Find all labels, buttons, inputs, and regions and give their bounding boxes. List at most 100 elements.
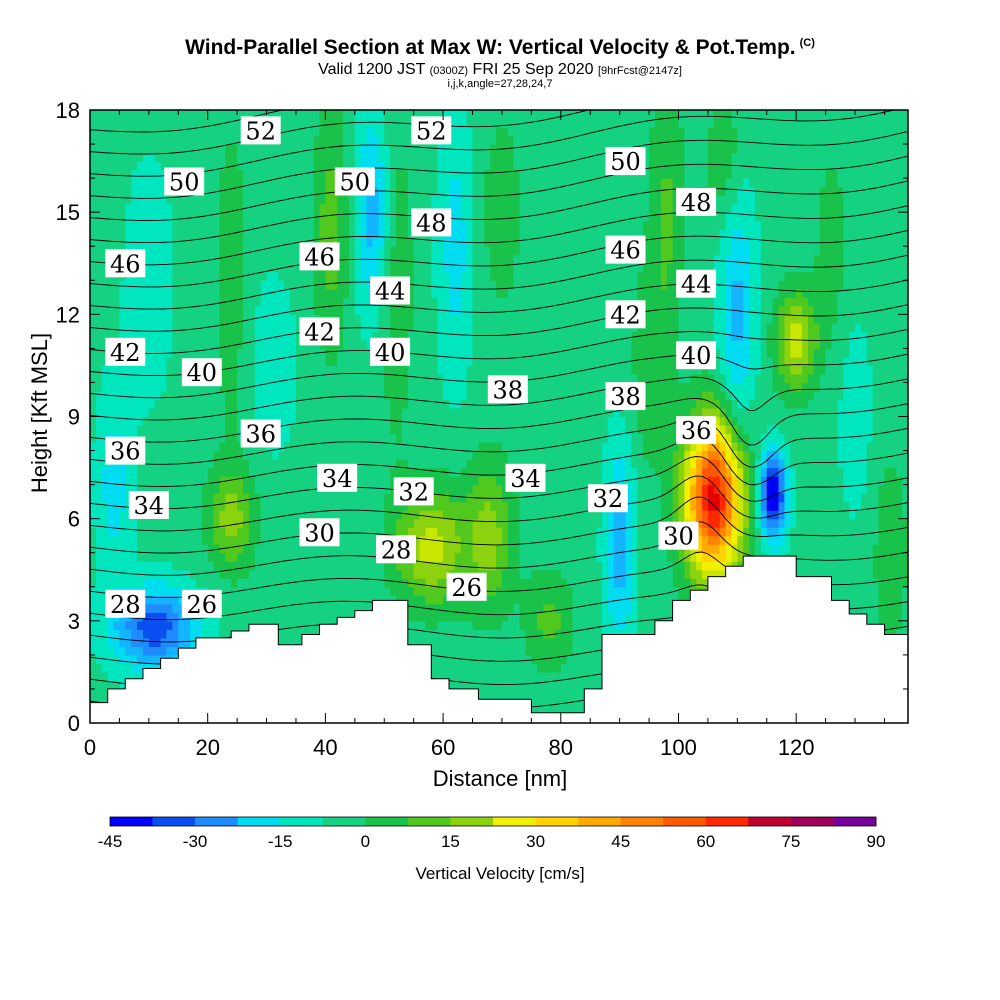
velocity-cell	[390, 407, 397, 418]
velocity-cell	[466, 382, 474, 392]
velocity-cell	[237, 425, 244, 435]
velocity-cell	[366, 356, 374, 367]
velocity-cell	[237, 552, 244, 562]
velocity-cell	[125, 578, 132, 588]
velocity-cell	[142, 382, 150, 392]
velocity-cell	[278, 297, 285, 307]
velocity-cell	[454, 203, 462, 213]
velocity-cell	[260, 450, 268, 460]
velocity-cell	[466, 407, 474, 418]
velocity-cell	[496, 544, 503, 554]
velocity-cell	[266, 399, 274, 409]
velocity-cell	[243, 620, 250, 630]
velocity-cell	[448, 620, 456, 630]
velocity-cell	[319, 186, 326, 196]
velocity-cell	[90, 229, 97, 239]
velocity-cell	[325, 212, 332, 222]
velocity-cell	[225, 390, 232, 401]
velocity-cell	[184, 527, 191, 537]
velocity-cell	[166, 603, 173, 613]
velocity-cell	[243, 246, 250, 256]
velocity-cell	[95, 646, 103, 656]
velocity-cell	[307, 144, 315, 154]
velocity-cell	[148, 407, 156, 418]
velocity-cell	[166, 442, 173, 452]
velocity-cell	[460, 186, 468, 196]
velocity-cell	[284, 144, 291, 154]
velocity-cell	[348, 510, 356, 520]
velocity-cell	[284, 484, 291, 494]
velocity-cell	[366, 544, 374, 554]
velocity-cell	[207, 501, 215, 511]
velocity-cell	[107, 203, 115, 213]
velocity-cell	[484, 510, 491, 520]
velocity-cell	[401, 331, 409, 341]
velocity-cell	[343, 144, 350, 154]
velocity-cell	[354, 390, 362, 401]
velocity-cell	[378, 493, 385, 503]
velocity-cell	[472, 348, 479, 358]
velocity-cell	[190, 271, 197, 281]
velocity-cell	[378, 237, 385, 247]
velocity-cell	[248, 322, 256, 332]
velocity-cell	[137, 382, 144, 392]
velocity-cell	[343, 425, 350, 435]
velocity-cell	[160, 280, 168, 290]
velocity-cell	[207, 518, 215, 528]
velocity-cell	[307, 271, 315, 281]
velocity-cell	[248, 552, 256, 562]
velocity-cell	[213, 322, 221, 332]
velocity-cell	[90, 484, 97, 494]
velocity-cell	[437, 663, 444, 673]
velocity-cell	[142, 178, 150, 188]
velocity-cell	[125, 203, 132, 213]
velocity-cell	[384, 263, 391, 273]
velocity-cell	[431, 305, 438, 315]
velocity-cell	[348, 271, 356, 281]
velocity-cell	[248, 493, 256, 503]
velocity-cell	[407, 322, 415, 332]
velocity-cell	[478, 254, 485, 264]
velocity-cell	[195, 561, 203, 571]
velocity-cell	[401, 510, 409, 520]
velocity-cell	[90, 220, 97, 230]
velocity-cell	[101, 484, 109, 494]
velocity-cell	[437, 203, 444, 213]
velocity-cell	[219, 195, 226, 205]
velocity-cell	[219, 493, 226, 503]
velocity-cell	[348, 442, 356, 452]
velocity-cell	[178, 595, 185, 605]
velocity-cell	[95, 144, 103, 154]
velocity-cell	[178, 305, 185, 315]
velocity-cell	[313, 501, 321, 511]
velocity-cell	[419, 569, 427, 579]
velocity-cell	[384, 254, 391, 264]
velocity-cell	[90, 195, 97, 205]
velocity-cell	[454, 535, 462, 545]
velocity-cell	[190, 382, 197, 392]
velocity-cell	[272, 186, 279, 196]
velocity-cell	[295, 186, 303, 196]
velocity-cell	[343, 373, 350, 384]
velocity-cell	[419, 271, 427, 281]
velocity-cell	[254, 510, 262, 520]
velocity-cell	[448, 390, 456, 401]
velocity-cell	[454, 501, 462, 511]
velocity-cell	[319, 425, 326, 435]
velocity-cell	[113, 186, 121, 196]
velocity-cell	[325, 459, 332, 469]
velocity-cell	[137, 110, 144, 120]
velocity-cell	[448, 544, 456, 554]
velocity-cell	[266, 297, 274, 307]
velocity-cell	[443, 425, 450, 435]
velocity-cell	[107, 484, 115, 494]
velocity-cell	[137, 535, 144, 545]
velocity-cell	[431, 356, 438, 367]
velocity-cell	[343, 459, 350, 469]
velocity-cell	[396, 407, 403, 418]
velocity-cell	[95, 322, 103, 332]
velocity-cell	[348, 144, 356, 154]
velocity-cell	[113, 654, 121, 664]
velocity-cell	[195, 450, 203, 460]
velocity-cell	[213, 467, 221, 477]
